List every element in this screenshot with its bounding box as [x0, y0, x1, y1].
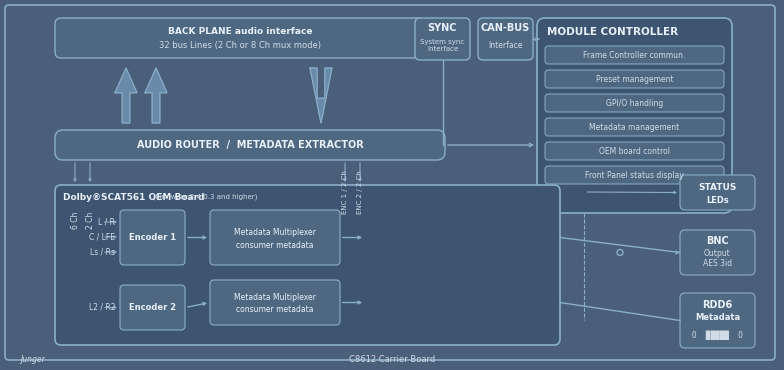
FancyBboxPatch shape [210, 280, 340, 325]
FancyBboxPatch shape [120, 210, 185, 265]
Text: Encoder 2: Encoder 2 [129, 303, 176, 312]
Text: Metadata Multiplexer: Metadata Multiplexer [234, 293, 316, 302]
Text: GPI/O handling: GPI/O handling [606, 98, 663, 108]
Text: 2 Ch: 2 Ch [85, 211, 95, 229]
Text: Interface: Interface [488, 40, 523, 50]
FancyBboxPatch shape [680, 293, 755, 348]
FancyBboxPatch shape [545, 166, 724, 184]
Text: LEDs: LEDs [706, 195, 729, 205]
Text: CAN-BUS: CAN-BUS [481, 23, 530, 33]
Text: RDD6: RDD6 [702, 300, 732, 310]
Text: Ls / Rs: Ls / Rs [90, 248, 115, 256]
Text: Junger: Junger [20, 356, 45, 364]
Text: consumer metadata: consumer metadata [236, 305, 314, 314]
Text: (Firmware 2.4.0.3 and higher): (Firmware 2.4.0.3 and higher) [153, 194, 257, 200]
FancyBboxPatch shape [5, 5, 775, 360]
Polygon shape [310, 68, 332, 123]
Text: STATUS: STATUS [699, 182, 737, 192]
FancyBboxPatch shape [120, 285, 185, 330]
Text: Dolby®SCAT561 OEM Board: Dolby®SCAT561 OEM Board [63, 192, 205, 202]
Text: Output: Output [704, 249, 731, 258]
Polygon shape [145, 68, 167, 123]
Text: SYNC: SYNC [428, 23, 457, 33]
Text: AUDIO ROUTER  /  METADATA EXTRACTOR: AUDIO ROUTER / METADATA EXTRACTOR [136, 140, 363, 150]
FancyBboxPatch shape [545, 142, 724, 160]
Text: Front Panel status display: Front Panel status display [585, 171, 684, 179]
Polygon shape [115, 68, 137, 123]
Text: AES 3id: AES 3id [703, 259, 732, 269]
FancyBboxPatch shape [680, 175, 755, 210]
FancyBboxPatch shape [680, 230, 755, 275]
Text: System sync
interface: System sync interface [420, 38, 465, 51]
Text: consumer metadata: consumer metadata [236, 241, 314, 250]
Text: Encoder 1: Encoder 1 [129, 233, 176, 242]
Text: ENC 1 / 2 Ch: ENC 1 / 2 Ch [342, 170, 348, 214]
Text: BNC: BNC [706, 236, 729, 246]
FancyBboxPatch shape [55, 185, 560, 345]
FancyBboxPatch shape [545, 70, 724, 88]
FancyBboxPatch shape [415, 18, 470, 60]
Text: Frame Controller commun.: Frame Controller commun. [583, 50, 686, 60]
Text: L / R: L / R [98, 218, 115, 226]
Text: Metadata: Metadata [695, 313, 740, 323]
Text: ENC 2 / 2 Ch: ENC 2 / 2 Ch [357, 170, 363, 214]
FancyBboxPatch shape [545, 46, 724, 64]
Text: OEM board control: OEM board control [599, 147, 670, 155]
FancyBboxPatch shape [55, 18, 425, 58]
Circle shape [617, 249, 623, 256]
FancyBboxPatch shape [478, 18, 533, 60]
Text: Metadata management: Metadata management [590, 122, 680, 131]
Text: C8612 Carrier Board: C8612 Carrier Board [349, 356, 435, 364]
FancyBboxPatch shape [210, 210, 340, 265]
Text: Metadata Multiplexer: Metadata Multiplexer [234, 228, 316, 237]
Text: 6 Ch: 6 Ch [71, 211, 79, 229]
FancyBboxPatch shape [545, 94, 724, 112]
Text: BACK PLANE audio interface: BACK PLANE audio interface [168, 27, 312, 36]
Text: O  █████  O: O █████ O [692, 330, 743, 340]
Text: C / LFE: C / LFE [89, 232, 115, 242]
Text: MODULE CONTROLLER: MODULE CONTROLLER [547, 27, 678, 37]
FancyBboxPatch shape [545, 118, 724, 136]
FancyBboxPatch shape [537, 18, 732, 213]
FancyBboxPatch shape [55, 130, 445, 160]
Text: 32 bus Lines (2 Ch or 8 Ch mux mode): 32 bus Lines (2 Ch or 8 Ch mux mode) [159, 40, 321, 50]
Text: L2 / R2: L2 / R2 [89, 303, 115, 312]
Text: Preset management: Preset management [596, 74, 673, 84]
